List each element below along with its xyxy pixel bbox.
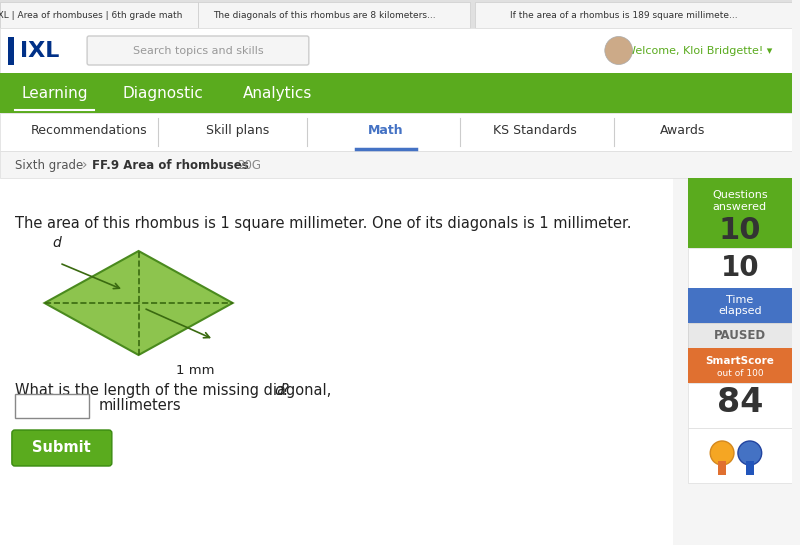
Text: KS Standards: KS Standards — [493, 124, 576, 136]
Text: millimeters: millimeters — [99, 398, 182, 414]
Text: FF.9 Area of rhombuses: FF.9 Area of rhombuses — [92, 159, 249, 172]
Text: IXL | Area of rhombuses | 6th grade math: IXL | Area of rhombuses | 6th grade math — [0, 10, 182, 20]
Text: The diagonals of this rhombus are 8 kilometers...: The diagonals of this rhombus are 8 kilo… — [213, 10, 435, 20]
Text: Recommendations: Recommendations — [30, 124, 147, 136]
FancyBboxPatch shape — [87, 36, 309, 65]
FancyBboxPatch shape — [15, 394, 89, 418]
Text: Learning: Learning — [21, 86, 88, 100]
Text: Math: Math — [368, 124, 404, 136]
Text: The area of this rhombus is 1 square millimeter. One of its diagonals is 1 milli: The area of this rhombus is 1 square mil… — [15, 216, 631, 231]
FancyBboxPatch shape — [12, 430, 112, 466]
Bar — [0, 151, 792, 178]
Circle shape — [738, 441, 762, 465]
Bar — [718, 461, 726, 475]
Text: Analytics: Analytics — [242, 86, 312, 100]
Text: Awards: Awards — [660, 124, 706, 136]
Text: Search topics and skills: Search topics and skills — [133, 45, 263, 56]
Text: Submit: Submit — [32, 440, 90, 456]
Bar — [688, 323, 792, 348]
Text: Diagnostic: Diagnostic — [123, 86, 204, 100]
Bar — [688, 248, 792, 288]
Text: d: d — [53, 236, 62, 250]
Text: Welcome, Kloi Bridgette! ▾: Welcome, Kloi Bridgette! ▾ — [625, 45, 772, 56]
Text: IXL: IXL — [20, 40, 59, 60]
Bar — [688, 248, 792, 249]
Circle shape — [605, 37, 633, 64]
Text: d: d — [274, 383, 283, 398]
Bar — [688, 428, 792, 483]
Bar — [688, 348, 792, 383]
Bar — [0, 73, 792, 113]
Bar — [746, 461, 754, 475]
Bar — [0, 0, 792, 28]
Text: 10: 10 — [721, 254, 759, 282]
Text: ›: › — [82, 158, 88, 172]
Text: Time
elapsed: Time elapsed — [718, 295, 762, 316]
Text: ?: ? — [282, 383, 290, 398]
Bar — [475, 2, 792, 28]
Bar — [0, 2, 198, 28]
Bar — [688, 178, 792, 248]
Text: out of 100: out of 100 — [717, 369, 763, 378]
Text: Skill plans: Skill plans — [206, 124, 269, 136]
Text: If the area of a rhombus is 189 square millimete...: If the area of a rhombus is 189 square m… — [510, 10, 738, 20]
Text: 84: 84 — [717, 386, 763, 419]
Text: 10: 10 — [718, 215, 761, 245]
Polygon shape — [45, 251, 233, 355]
Text: 1 mm: 1 mm — [176, 365, 214, 378]
Text: Sixth grade: Sixth grade — [15, 159, 83, 172]
Bar — [688, 383, 792, 428]
Bar — [198, 2, 470, 28]
Text: Questions
answered: Questions answered — [712, 190, 768, 211]
Text: 20G: 20G — [238, 159, 262, 172]
Text: SmartScore: SmartScore — [706, 356, 774, 366]
Bar — [0, 113, 792, 151]
Bar — [0, 28, 792, 73]
Bar — [688, 288, 792, 323]
Text: What is the length of the missing diagonal,: What is the length of the missing diagon… — [15, 383, 336, 398]
Circle shape — [710, 441, 734, 465]
Bar — [0, 178, 673, 545]
Text: PAUSED: PAUSED — [714, 329, 766, 342]
Bar — [8, 37, 14, 65]
